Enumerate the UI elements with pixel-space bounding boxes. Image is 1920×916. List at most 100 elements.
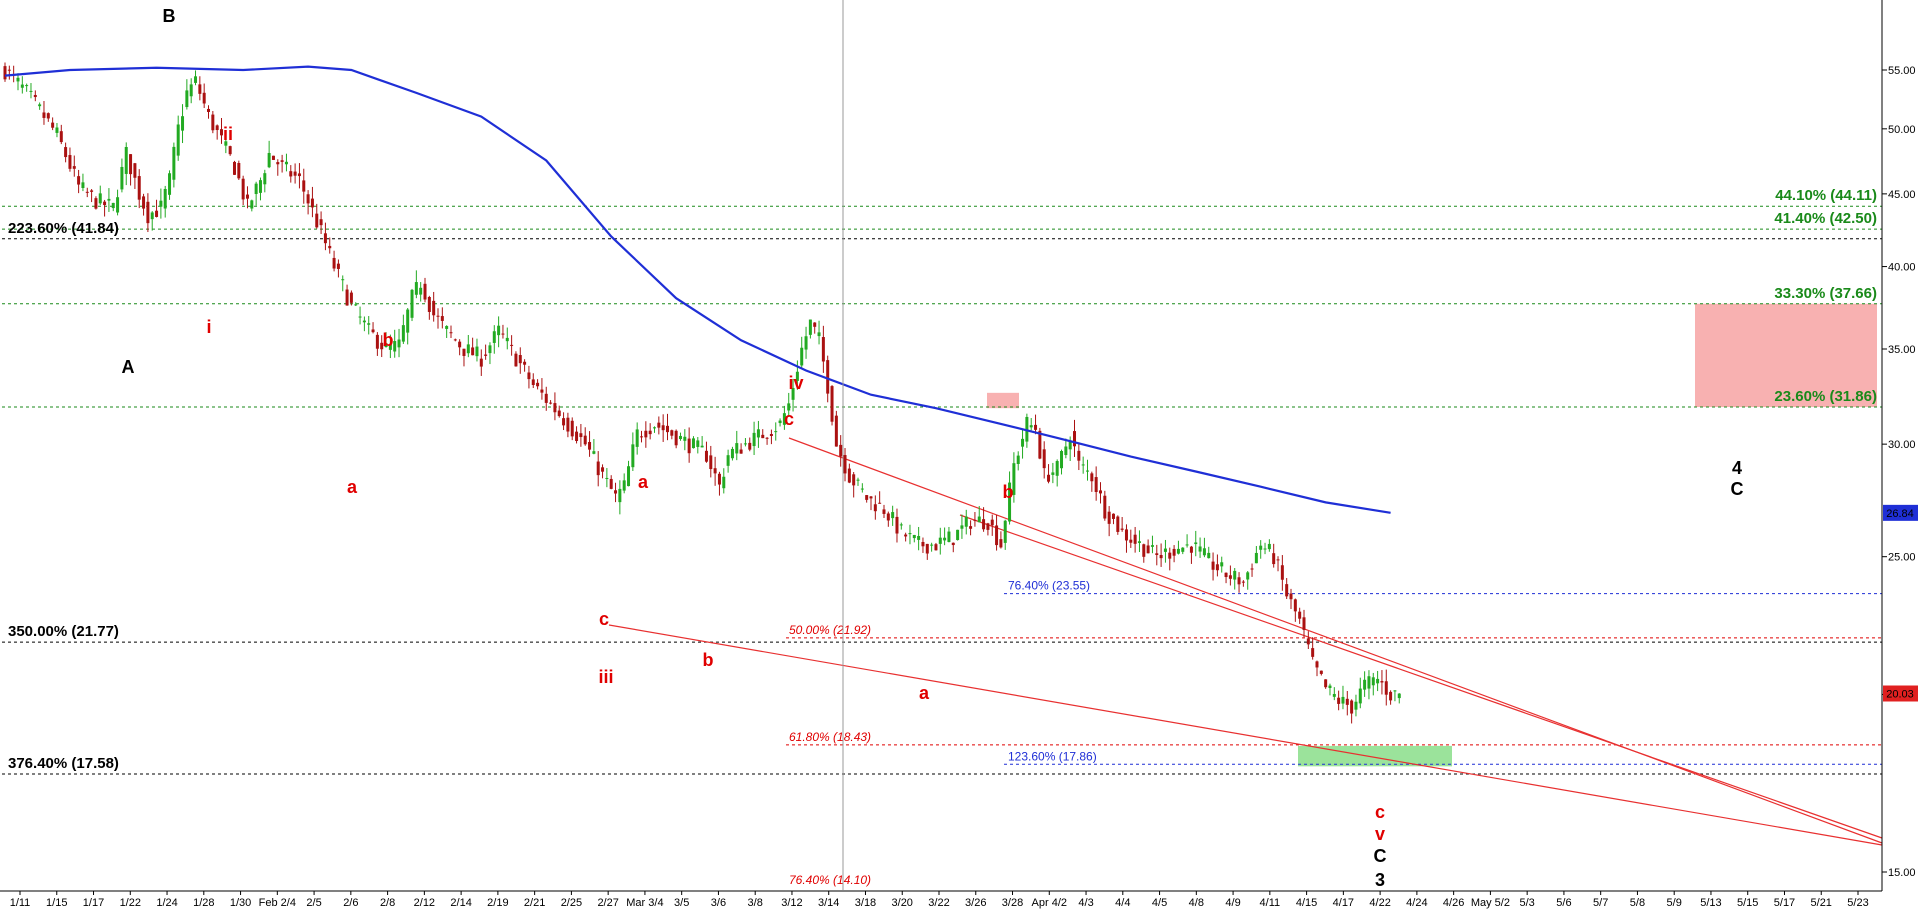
y-tick-label: 15.00: [1888, 867, 1916, 879]
candle-body: [640, 436, 644, 438]
fib-label: 41.40% (42.50): [1774, 210, 1877, 227]
ma-value-label: 26.84: [1886, 508, 1914, 520]
candle-body: [397, 339, 401, 348]
x-tick-label: 2/5: [306, 897, 321, 909]
candle-body: [124, 146, 128, 174]
candle-body: [1051, 472, 1055, 475]
candle-body: [1215, 564, 1219, 571]
candle-body: [207, 108, 211, 112]
candle-body: [904, 534, 908, 537]
candle-body: [986, 523, 990, 530]
candle-body: [220, 129, 223, 136]
candle-body: [1280, 565, 1284, 580]
candle-body: [129, 154, 133, 175]
candle-body: [1103, 495, 1107, 519]
trendline: [608, 624, 1883, 846]
x-tick-label: 1/17: [83, 897, 104, 909]
y-tick-label: 55.00: [1888, 65, 1916, 77]
candle-body: [722, 476, 726, 489]
x-tick-label: 1/30: [230, 897, 251, 909]
candle-body: [38, 104, 42, 107]
candle-body: [510, 344, 514, 346]
candle-body: [605, 477, 609, 479]
wave-label: v: [1375, 824, 1385, 844]
candle-body: [765, 437, 769, 439]
x-tick-label: May 5/2: [1471, 897, 1510, 909]
candle-body: [1150, 545, 1154, 547]
candle-body: [254, 183, 258, 195]
candle-body: [1237, 577, 1241, 585]
candle-body: [1172, 548, 1176, 556]
candle-body: [826, 360, 830, 394]
candle-body: [185, 90, 189, 108]
candle-body: [1228, 575, 1232, 579]
candle-body: [90, 190, 94, 192]
candle-body: [657, 422, 661, 428]
candle-body: [631, 444, 635, 468]
candle-body: [120, 166, 124, 190]
candle-body: [618, 488, 622, 503]
candle-body: [33, 94, 37, 98]
candle-body: [81, 182, 85, 188]
candle-body: [995, 525, 999, 546]
candle-body: [683, 436, 687, 441]
support-zone: [1298, 745, 1452, 767]
x-tick-label: 2/14: [450, 897, 471, 909]
candle-body: [908, 533, 912, 535]
candle-body: [869, 496, 873, 499]
candle-body: [85, 191, 89, 193]
wave-label: i: [206, 317, 211, 337]
candle-body: [1008, 482, 1012, 522]
candle-body: [756, 429, 760, 438]
candle-body: [388, 344, 392, 350]
candle-body: [163, 188, 167, 209]
candle-body: [7, 69, 11, 71]
candle-body: [774, 431, 778, 433]
x-tick-label: 3/20: [892, 897, 913, 909]
candle-body: [142, 196, 146, 209]
candle-body: [873, 504, 877, 512]
candle-body: [1077, 450, 1081, 461]
candle-body: [116, 197, 120, 213]
candle-body: [653, 427, 656, 429]
wave-label: ii: [223, 124, 233, 144]
candle-body: [678, 435, 682, 440]
candle-body: [1332, 693, 1336, 697]
candle-body: [449, 332, 453, 334]
candle-body: [704, 450, 708, 462]
candle-body: [1211, 561, 1215, 570]
candle-body: [1393, 690, 1397, 692]
candle-body: [930, 544, 934, 546]
candle-body: [778, 420, 782, 424]
candle-body: [518, 355, 522, 364]
candle-body: [172, 146, 176, 180]
y-tick-label: 25.00: [1888, 552, 1916, 564]
candle-body: [1120, 528, 1124, 530]
candle-body: [336, 263, 340, 269]
candle-body: [540, 389, 544, 393]
candle-body: [94, 198, 98, 209]
candle-body: [289, 171, 293, 177]
x-tick-label: 5/15: [1737, 897, 1758, 909]
candle-body: [1254, 552, 1258, 564]
candle-body: [1246, 572, 1250, 580]
x-tick-label: 5/17: [1774, 897, 1795, 909]
candle-body: [315, 213, 319, 228]
candle-body: [696, 440, 700, 447]
candle-body: [951, 542, 955, 546]
candle-body: [176, 124, 180, 156]
x-tick-label: 4/11: [1260, 897, 1281, 909]
x-tick-label: 2/21: [524, 897, 545, 909]
x-tick-label: 5/7: [1593, 897, 1608, 909]
candle-body: [263, 173, 267, 185]
candle-body: [817, 332, 821, 337]
candle-body: [406, 309, 410, 333]
x-tick-label: 3/12: [781, 897, 802, 909]
candle-body: [332, 257, 336, 269]
candle-body: [808, 319, 812, 335]
x-tick-label: 2/19: [487, 897, 508, 909]
candle-body: [232, 161, 236, 175]
x-tick-label: 1/15: [46, 897, 67, 909]
